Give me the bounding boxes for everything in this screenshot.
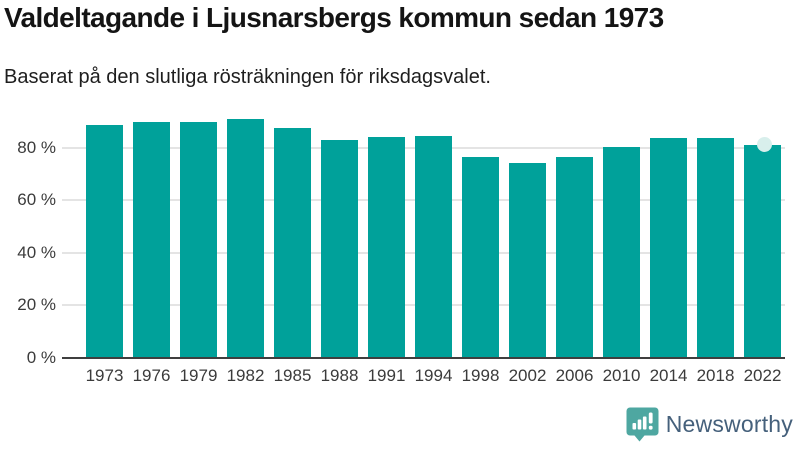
- bar-2022: [744, 137, 781, 358]
- x-tick-label: 1979: [179, 366, 218, 385]
- x-tick-label: 2018: [696, 366, 735, 385]
- x-tick-label: 2022: [743, 366, 782, 385]
- bar-2010: [603, 146, 640, 358]
- x-tick-label: 1994: [414, 366, 453, 385]
- bar-1988: [321, 139, 358, 358]
- newsworthy-icon: [626, 407, 659, 442]
- bar-1976: [133, 121, 170, 358]
- bar-1979: [180, 122, 217, 358]
- y-tick-label: 20 %: [17, 295, 56, 315]
- y-tick-label: 0 %: [26, 348, 56, 367]
- bar-1973: [86, 124, 123, 358]
- x-tick-label: 1985: [273, 366, 312, 385]
- x-tick-label: 1988: [320, 366, 359, 385]
- bar-2002: [509, 162, 546, 358]
- x-tick-label: 2006: [555, 366, 594, 385]
- newsworthy-logo: Newsworthy: [626, 407, 793, 442]
- bar-1982: [227, 119, 264, 358]
- x-tick-label: 1982: [226, 366, 265, 385]
- bar-2014: [650, 138, 687, 358]
- brand-name: Newsworthy: [665, 411, 793, 437]
- chart-subtitle: Baserat på den slutliga rösträkningen fö…: [4, 66, 491, 88]
- y-tick-label: 80 %: [17, 137, 56, 157]
- x-tick-label: 2002: [508, 366, 547, 385]
- x-tick-label: 1998: [461, 366, 500, 385]
- bar-chart: 0 % 20 % 40 % 60 % 80 % 1973 1976 1979 1982 1985 1…: [0, 108, 800, 398]
- bar-1994: [415, 135, 452, 358]
- bar-2018: [697, 138, 734, 358]
- latest-value-notch: [757, 137, 772, 153]
- bar-1991: [368, 137, 405, 358]
- bar-1985: [274, 128, 311, 358]
- x-tick-label: 1976: [132, 366, 171, 385]
- bar-2006: [556, 156, 593, 358]
- x-tick-label: 1973: [85, 366, 124, 385]
- x-tick-label: 2014: [649, 366, 688, 385]
- x-tick-label: 1991: [367, 366, 406, 385]
- chart-title: Valdeltagande i Ljusnarsbergs kommun sed…: [4, 2, 664, 33]
- y-tick-label: 60 %: [17, 190, 56, 210]
- bar-1998: [462, 157, 499, 358]
- x-axis-line: [62, 357, 785, 359]
- x-tick-label: 2010: [602, 366, 641, 385]
- y-tick-label: 40 %: [17, 242, 56, 262]
